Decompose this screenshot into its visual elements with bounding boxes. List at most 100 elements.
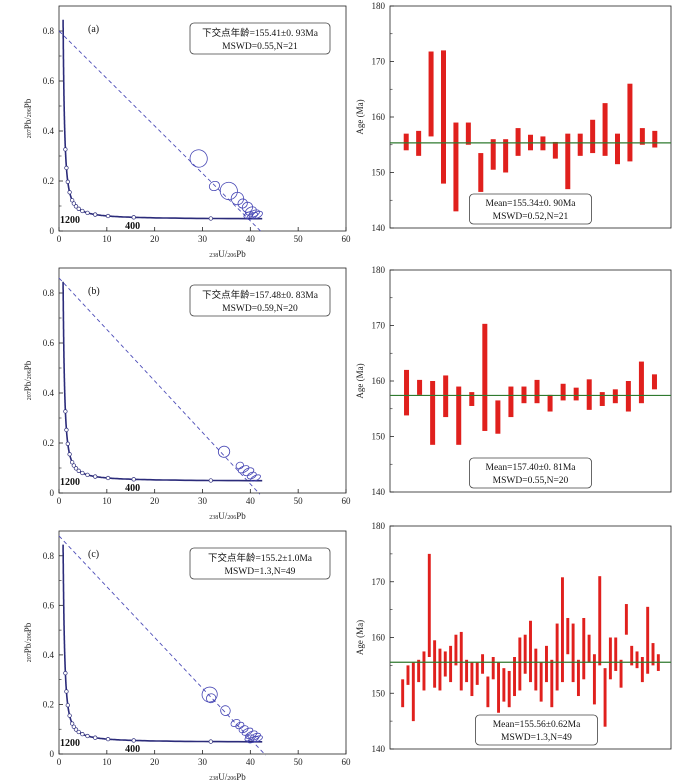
analysis-ellipse — [237, 198, 248, 209]
age-error-bar — [428, 51, 434, 137]
age-label-1200: 1200 — [60, 215, 80, 226]
concordia-age-marker — [208, 216, 213, 221]
analysis-ellipse — [249, 732, 261, 741]
concordia-age-marker — [105, 213, 111, 219]
y-tick-label: 0.6 — [43, 600, 55, 610]
concordia-age-marker — [131, 477, 136, 482]
concordia-age-marker — [69, 721, 75, 726]
analysis-ellipse — [189, 149, 208, 168]
x-tick-label: 60 — [342, 757, 352, 767]
age-error-bar — [495, 400, 501, 434]
age-error-bar — [624, 604, 628, 635]
age-error-bar — [627, 83, 633, 162]
age-error-bar — [417, 659, 421, 683]
concordia-age-marker — [80, 208, 85, 214]
age-error-bar — [433, 640, 437, 688]
age-error-bar — [590, 119, 596, 154]
analysis-ellipse — [250, 474, 261, 482]
age-y-tick-label: 180 — [372, 265, 386, 275]
intercept-mswd-text: MSWD=1.3,N=49 — [225, 567, 296, 577]
age-error-bar — [625, 381, 631, 412]
concordia-age-marker — [67, 452, 72, 457]
analysis-ellipse — [237, 465, 250, 474]
concordia-age-marker — [80, 731, 85, 737]
x-tick-label: 20 — [150, 496, 160, 506]
y-tick-label: 0.8 — [43, 26, 55, 36]
y-tick-label: 0.4 — [43, 650, 55, 660]
mean-annotation-box — [469, 193, 592, 225]
age-error-bar — [565, 133, 571, 190]
mean-annotation-box — [469, 457, 592, 489]
concordia-age-marker — [85, 733, 90, 739]
concordia-age-marker — [64, 689, 69, 694]
concordia-age-marker — [73, 204, 79, 209]
x-tick-label: 0 — [57, 234, 62, 244]
age-error-bar — [401, 679, 405, 708]
mean-age-text: Mean=155.34±0. 90Ma — [486, 199, 577, 209]
y-tick-label: 0.4 — [43, 126, 55, 136]
age-error-bar — [640, 657, 644, 683]
x-tick-label: 10 — [102, 234, 112, 244]
age-y-tick-label: 140 — [372, 744, 386, 754]
concordia-age-marker — [65, 441, 70, 446]
x-tick-label: 30 — [198, 757, 208, 767]
analysis-ellipse — [241, 727, 254, 736]
x-tick-label: 10 — [102, 757, 112, 767]
concordia-age-marker — [76, 468, 81, 473]
analysis-ellipse — [235, 721, 245, 730]
age-error-bar — [443, 651, 447, 677]
y-tick-label: 0.2 — [43, 176, 54, 186]
concordia-age-marker — [65, 703, 70, 708]
age-y-tick-label: 150 — [372, 432, 386, 442]
age-error-bar — [545, 645, 548, 683]
concordia-age-marker — [131, 738, 136, 743]
age-error-bar — [602, 103, 608, 156]
y-tick-label: 0.4 — [43, 388, 55, 398]
x-tick-label: 50 — [294, 496, 304, 506]
y-axis-label: 207Pb/206Pb — [23, 98, 33, 138]
concordia-age-marker — [65, 179, 70, 184]
age-error-bar — [513, 657, 516, 697]
concordia-age-marker — [64, 427, 69, 433]
y-tick-label: 0.2 — [43, 699, 54, 709]
y-tick-label: 0 — [50, 226, 55, 236]
y-tick-label: 0 — [50, 488, 55, 498]
x-tick-label: 50 — [294, 234, 304, 244]
concordia-age-marker — [69, 198, 75, 203]
age-error-bar — [652, 130, 658, 148]
y-tick-label: 0.2 — [43, 438, 54, 448]
intercept-age-text: 下交点年龄=157.48±0. 83Ma — [202, 289, 319, 301]
intercept-age-text: 下交点年龄=155.41±0. 93Ma — [202, 27, 319, 39]
age-error-bar — [638, 361, 644, 404]
age-y-axis-label: Age (Ma) — [355, 99, 365, 134]
analysis-ellipse — [230, 719, 241, 727]
age-y-tick-label: 170 — [372, 57, 386, 67]
intercept-annotation-box — [189, 22, 331, 55]
intercept-annotation-box — [189, 284, 331, 317]
age-error-bar — [599, 392, 605, 406]
age-error-bar — [635, 651, 639, 669]
analysis-ellipse — [238, 725, 249, 734]
concordia-age-marker — [76, 206, 81, 211]
age-error-bar — [639, 128, 645, 145]
mean-annotation-box — [475, 714, 598, 746]
analysis-ellipse — [247, 735, 259, 744]
age-error-bar — [529, 620, 532, 683]
concordia-age-marker — [63, 670, 68, 676]
age-error-bar — [453, 122, 459, 212]
age-y-tick-label: 150 — [372, 688, 386, 698]
intercept-annotation-box — [189, 547, 331, 580]
x-tick-label: 40 — [246, 757, 256, 767]
age-error-bar — [560, 383, 566, 401]
mean-mswd-text: MSWD=0.55,N=20 — [493, 476, 569, 486]
age-label-1200: 1200 — [60, 477, 80, 488]
x-axis-label: 238U/206Pb — [209, 249, 246, 259]
age-error-bar — [603, 668, 607, 727]
age-y-tick-label: 140 — [372, 487, 386, 497]
age-error-bar — [651, 374, 657, 390]
y-tick-label: 0.8 — [43, 551, 55, 561]
concordia-age-marker — [208, 478, 213, 483]
age-error-bar — [503, 139, 509, 173]
age-y-tick-label: 140 — [372, 223, 386, 233]
analysis-ellipse — [201, 686, 218, 703]
